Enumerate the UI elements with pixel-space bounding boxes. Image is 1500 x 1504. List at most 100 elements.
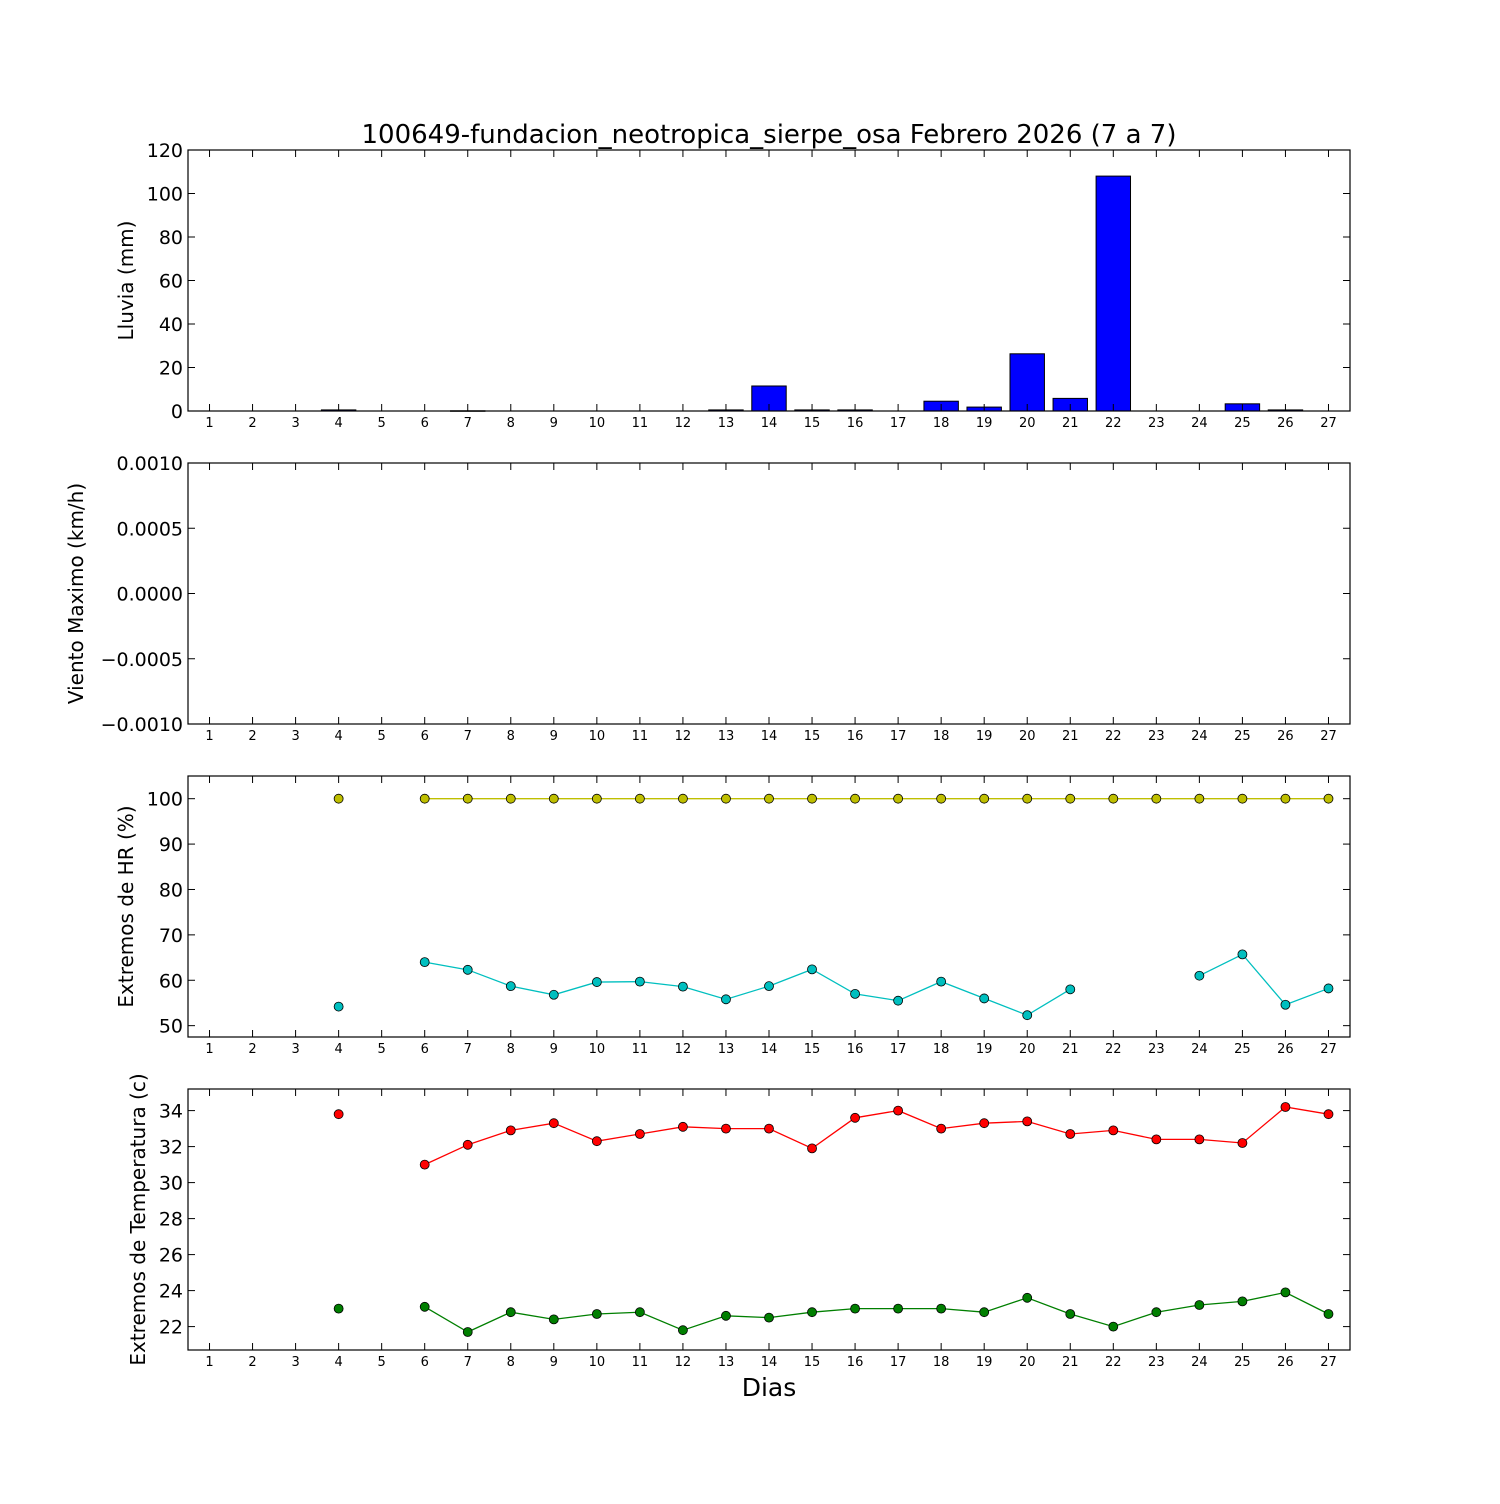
- x-tick-label: 22: [1105, 729, 1122, 744]
- x-tick-label: 14: [761, 1355, 778, 1370]
- humidity-series-2-point: [548, 989, 559, 1000]
- y-tick-label: 60: [159, 970, 183, 992]
- temperature-series-2-point: [721, 1310, 731, 1321]
- x-tick-label: 27: [1320, 416, 1337, 431]
- temperature-series-1-point: [1065, 1129, 1076, 1139]
- rain-bar: [1095, 175, 1132, 412]
- temperature-series-2-point: [979, 1307, 990, 1318]
- x-tick-label: 7: [464, 1355, 472, 1370]
- humidity-series-1-point: [1237, 793, 1248, 804]
- x-tick-label: 24: [1191, 1042, 1208, 1057]
- x-tick-label: 24: [1191, 1355, 1208, 1370]
- temperature-series-2-point: [678, 1325, 688, 1336]
- y-tick-label: 100: [147, 184, 183, 206]
- temperature-series-2-point: [505, 1307, 516, 1318]
- temperature-series-1-point: [850, 1112, 860, 1123]
- y-tick-label: 28: [159, 1209, 183, 1231]
- temperature-series-1-point: [419, 1159, 430, 1170]
- y-tick-label: 90: [159, 834, 183, 856]
- humidity-series-2-point: [591, 977, 602, 987]
- x-tick-label: 27: [1320, 1355, 1337, 1370]
- x-tick-label: 4: [334, 1355, 342, 1370]
- humidity-series-1-point: [634, 793, 645, 804]
- x-tick-label: 23: [1148, 729, 1165, 744]
- temperature-series-1-point: [1194, 1134, 1205, 1145]
- x-tick-label: 9: [550, 1042, 558, 1057]
- humidity-series-1-point: [419, 793, 430, 804]
- y-tick-label: 34: [159, 1101, 183, 1123]
- humidity-series-2-point: [419, 957, 430, 968]
- rain-y-axis-label: Lluvia (mm): [114, 221, 138, 341]
- y-tick-label: 120: [147, 140, 183, 162]
- x-tick-label: 2: [248, 1042, 256, 1057]
- humidity-series-1-point: [333, 793, 344, 804]
- humidity-series-1-point: [893, 793, 904, 804]
- x-tick-label: 12: [675, 416, 692, 431]
- x-tick-label: 25: [1234, 729, 1251, 744]
- x-tick-label: 3: [291, 416, 299, 431]
- temperature-series-1-point: [893, 1105, 904, 1116]
- x-tick-label: 14: [761, 416, 778, 431]
- temperature-series-2-line: [424, 1291, 1329, 1333]
- temperature-series-1-point: [333, 1109, 344, 1120]
- temperature-series-2-point: [807, 1307, 817, 1318]
- x-tick-label: 6: [421, 416, 429, 431]
- temperature-series-1-point: [462, 1139, 473, 1150]
- humidity-series-2-point: [505, 981, 516, 992]
- x-tick-label: 8: [507, 1042, 515, 1057]
- x-tick-label: 5: [378, 1042, 386, 1057]
- x-tick-label: 26: [1277, 1042, 1294, 1057]
- temperature-series-2-point: [1194, 1300, 1205, 1310]
- temperature-series-1-point: [979, 1118, 990, 1129]
- humidity-series-2-point: [1065, 984, 1076, 995]
- temperature-series-2-point: [462, 1327, 473, 1337]
- x-tick-label: 2: [248, 1355, 256, 1370]
- humidity-series-2-point: [1237, 949, 1248, 960]
- y-tick-label: 32: [159, 1137, 183, 1159]
- x-tick-label: 6: [421, 1355, 429, 1370]
- humidity-series-2-point: [1323, 983, 1334, 994]
- x-tick-label: 16: [847, 1042, 864, 1057]
- x-tick-label: 3: [291, 1042, 299, 1057]
- x-tick-label: 20: [1019, 729, 1036, 744]
- x-tick-label: 5: [378, 416, 386, 431]
- humidity-series-1-point: [850, 793, 860, 804]
- x-tick-label: 1: [205, 729, 213, 744]
- x-tick-label: 17: [890, 416, 907, 431]
- x-tick-label: 1: [205, 1042, 213, 1057]
- humidity-series-2-point: [678, 981, 688, 992]
- x-tick-label: 18: [933, 1355, 950, 1370]
- x-tick-label: 1: [205, 1355, 213, 1370]
- temperature-series-1-point: [505, 1125, 516, 1136]
- humidity-series-2-point: [462, 964, 473, 975]
- temperature-series-2-point: [591, 1309, 602, 1319]
- x-tick-label: 24: [1191, 416, 1208, 431]
- x-tick-label: 19: [976, 416, 993, 431]
- humidity-series-2-point: [333, 1001, 344, 1012]
- x-tick-label: 5: [378, 729, 386, 744]
- humidity-series-2-point: [893, 995, 904, 1006]
- x-tick-label: 13: [718, 1042, 735, 1057]
- x-tick-label: 21: [1062, 416, 1079, 431]
- temperature-series-1-point: [1323, 1109, 1334, 1120]
- humidity-series-2-point: [1194, 970, 1205, 981]
- temperature-series-2-point: [1065, 1309, 1076, 1319]
- humidity-series-2-point: [1022, 1010, 1033, 1021]
- humidity-series-1-point: [1022, 793, 1033, 804]
- humidity-series-2-line: [1199, 953, 1329, 1006]
- x-tick-label: 13: [718, 729, 735, 744]
- x-tick-label: 18: [933, 1042, 950, 1057]
- x-tick-label: 20: [1019, 1355, 1036, 1370]
- x-tick-label: 10: [589, 729, 606, 744]
- humidity-series-1-point: [1065, 793, 1076, 804]
- humidity-series-2-point: [979, 993, 990, 1004]
- x-tick-label: 21: [1062, 1042, 1079, 1057]
- x-tick-label: 24: [1191, 729, 1208, 744]
- x-tick-label: 17: [890, 1042, 907, 1057]
- y-tick-label: 22: [159, 1317, 183, 1339]
- x-tick-label: 12: [675, 729, 692, 744]
